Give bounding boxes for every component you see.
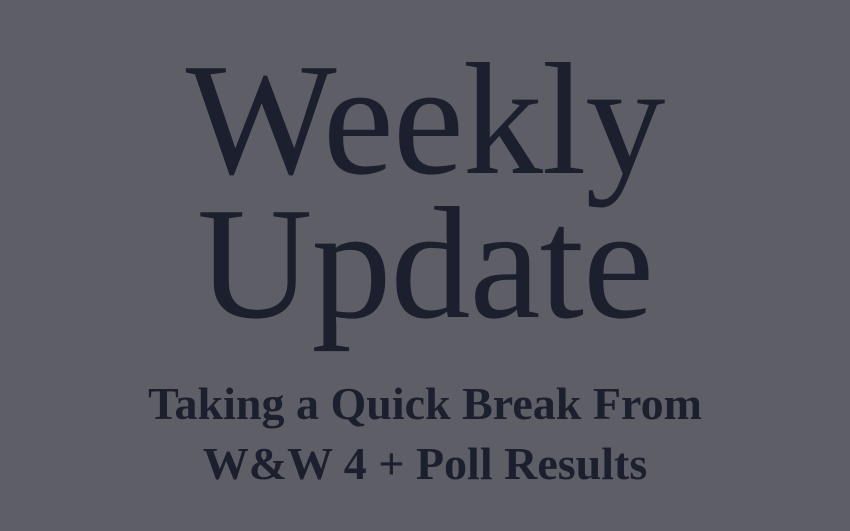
subtitle-line-2: W&W 4 + Poll Results — [202, 438, 648, 489]
title-line-weekly: Weekly — [185, 30, 666, 208]
subtitle-line-1: Taking a Quick Break From — [148, 378, 702, 429]
title-line-update: Update — [196, 174, 654, 352]
